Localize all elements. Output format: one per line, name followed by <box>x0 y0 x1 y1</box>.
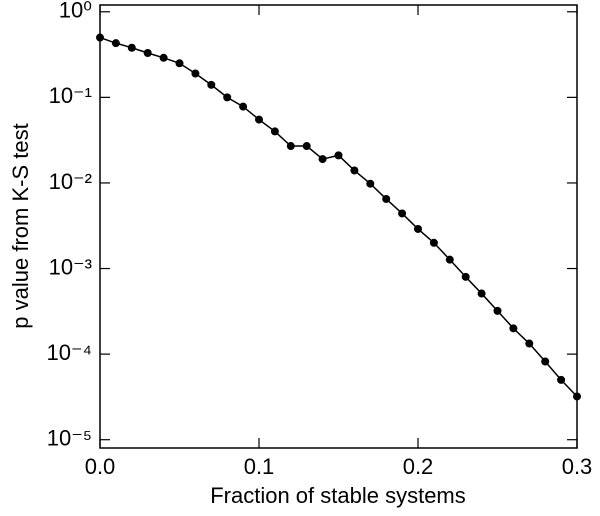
x-tick-label: 0.1 <box>244 454 275 479</box>
data-point <box>334 151 343 160</box>
x-tick-label: 0.0 <box>85 454 116 479</box>
plot-frame <box>99 4 578 449</box>
data-point <box>143 48 152 57</box>
data-point <box>557 375 566 384</box>
y-axis-label: p value from K-S test <box>8 123 33 328</box>
data-point <box>302 142 311 151</box>
data-point <box>207 80 216 89</box>
data-point <box>96 33 104 42</box>
data-point <box>318 155 327 164</box>
data-point <box>445 255 454 264</box>
y-tick-label: 10⁻¹ <box>49 83 92 108</box>
data-point <box>493 306 502 315</box>
y-tick-label: 10⁻⁴ <box>46 340 92 365</box>
data-point <box>477 289 486 298</box>
data-line <box>99 36 578 397</box>
data-point <box>573 392 581 401</box>
data-point <box>286 142 295 151</box>
data-point <box>414 224 422 233</box>
data-point <box>239 102 248 111</box>
data-point <box>111 39 120 48</box>
data-point <box>366 179 375 188</box>
data-point <box>382 194 391 203</box>
data-point <box>175 59 184 68</box>
x-tick-label: 0.3 <box>562 454 593 479</box>
data-point <box>429 238 438 247</box>
data-point <box>255 115 263 124</box>
x-axis-label: Fraction of stable systems <box>210 483 466 508</box>
y-tick-label: 10⁻² <box>49 169 92 194</box>
y-tick-label: 10⁻³ <box>49 254 92 279</box>
data-point <box>461 272 470 281</box>
data-point <box>159 53 168 62</box>
data-point <box>398 209 407 218</box>
y-tick-label: 10⁰ <box>59 0 92 23</box>
data-point <box>350 166 359 175</box>
data-point <box>525 339 534 348</box>
data-point <box>191 69 200 78</box>
data-point <box>223 93 232 102</box>
data-point <box>127 43 136 52</box>
data-point <box>541 357 550 366</box>
y-tick-label: 10⁻⁵ <box>47 426 92 451</box>
data-point <box>270 127 279 136</box>
data-point <box>509 324 518 333</box>
x-tick-label: 0.2 <box>403 454 434 479</box>
